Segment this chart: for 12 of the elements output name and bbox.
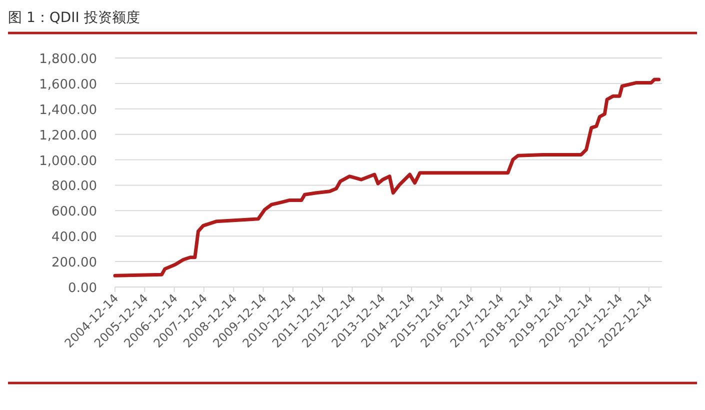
y-tick-label: 400.00	[52, 230, 97, 246]
y-tick-label: 200.00	[52, 256, 97, 271]
y-tick-label: 1,600.00	[39, 77, 97, 92]
y-tick-label: 1,400.00	[39, 102, 97, 118]
chart-title: 图 1：QDII 投资额度	[8, 10, 140, 26]
y-tick-label: 1,800.00	[39, 52, 97, 67]
y-tick-label: 1,000.00	[39, 154, 97, 169]
line-series	[113, 78, 661, 278]
y-tick-label: 1,200.00	[39, 128, 97, 144]
y-tick-label: 800.00	[52, 179, 97, 194]
y-tick-label: 0.00	[68, 281, 97, 296]
y-tick-label: 600.00	[52, 204, 97, 220]
